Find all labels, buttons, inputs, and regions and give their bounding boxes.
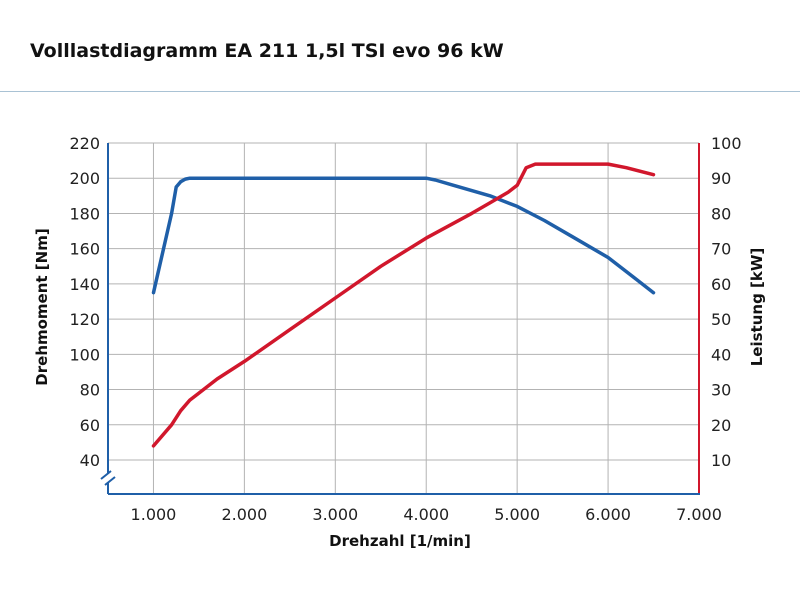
power-curve-line [151, 162, 656, 448]
x-tick-label: 3.000 [312, 505, 358, 524]
tick-labels: 40 60 80 100 120 140 160 180 200 220 10 20 30 40 50 60 7… [69, 134, 741, 524]
y-right-tick-label: 50 [711, 310, 731, 329]
x-tick-label: 2.000 [221, 505, 267, 524]
y-left-tick-label: 100 [69, 345, 100, 364]
y-left-tick-label: 40 [80, 451, 100, 470]
y-left-tick-label: 60 [80, 416, 100, 435]
y-right-tick-label: 100 [711, 134, 742, 153]
y-left-tick-label: 180 [69, 204, 100, 223]
y-left-tick-label: 120 [69, 310, 100, 329]
y-left-tick-label: 80 [80, 381, 100, 400]
y-right-tick-label: 80 [711, 204, 731, 223]
torque-curve-line [151, 176, 656, 295]
axes [100, 143, 700, 495]
y-right-axis-label: Leistung [kW] [748, 248, 766, 367]
y-left-tick-label: 200 [69, 169, 100, 188]
chart-title: Volllastdiagramm EA 211 1,5l TSI evo 96 … [30, 40, 504, 62]
x-tick-label: 4.000 [403, 505, 449, 524]
y-left-tick-label: 220 [69, 134, 100, 153]
axis-break-mark [100, 470, 112, 480]
x-axis-label: Drehzahl [1/min] [329, 532, 471, 550]
y-left-tick-label: 140 [69, 275, 100, 294]
y-right-tick-label: 40 [711, 345, 731, 364]
axis-break-gap [100, 474, 116, 482]
series-lines [151, 162, 656, 448]
y-right-tick-label: 20 [711, 416, 731, 435]
y-left-tick-label: 160 [69, 240, 100, 259]
y-right-tick-label: 90 [711, 169, 731, 188]
y-right-tick-label: 10 [711, 451, 731, 470]
x-tick-label: 6.000 [585, 505, 631, 524]
x-tick-label: 1.000 [131, 505, 177, 524]
axis-break-mark [104, 476, 116, 486]
x-tick-label: 7.000 [676, 505, 722, 524]
x-tick-label: 5.000 [494, 505, 540, 524]
y-left-axis-label: Drehmoment [Nm] [33, 228, 51, 385]
y-right-tick-label: 60 [711, 275, 731, 294]
title-divider [0, 91, 800, 92]
grid [108, 142, 700, 494]
y-right-tick-label: 70 [711, 240, 731, 259]
y-right-tick-label: 30 [711, 381, 731, 400]
